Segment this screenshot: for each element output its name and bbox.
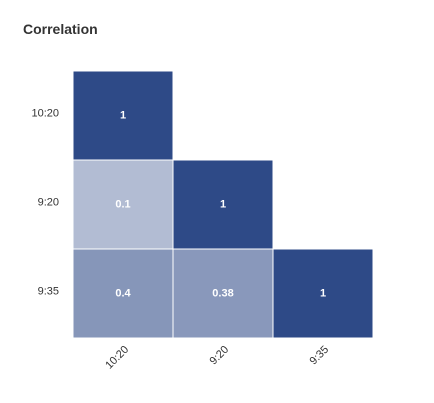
heatmap-cell-9:20-9:20[interactable] bbox=[172, 159, 274, 250]
x-tick-label: 10:20 bbox=[103, 344, 131, 372]
heatmap-cell-9:35-9:20[interactable] bbox=[172, 248, 274, 339]
y-tick-label: 9:35 bbox=[38, 285, 59, 297]
heatmap-cell-label: 0.4 bbox=[115, 287, 131, 299]
heatmap-cell-9:35-9:35[interactable] bbox=[272, 248, 374, 339]
x-axis: 10:20 9:20 9:35 bbox=[103, 344, 331, 372]
y-tick-label: 9:20 bbox=[38, 196, 59, 208]
heatmap-cells bbox=[72, 70, 374, 339]
heatmap-cell-label: 1 bbox=[120, 109, 126, 121]
heatmap-cell-label: 0.38 bbox=[212, 287, 233, 299]
heatmap-cell-label: 0.1 bbox=[115, 198, 130, 210]
heatmap-cell-10:20-10:20[interactable] bbox=[72, 70, 174, 161]
y-tick-label: 10:20 bbox=[31, 107, 59, 119]
heatmap-cell-label: 1 bbox=[320, 287, 326, 299]
x-tick-label: 9:20 bbox=[208, 344, 232, 368]
heatmap-cell-labels: 1 0.1 1 0.4 0.38 1 bbox=[115, 109, 326, 299]
y-axis: 10:20 9:20 9:35 bbox=[31, 107, 59, 297]
heatmap-cell-label: 1 bbox=[220, 198, 226, 210]
x-tick-label: 9:35 bbox=[308, 344, 332, 368]
chart-title: Correlation bbox=[23, 21, 98, 37]
